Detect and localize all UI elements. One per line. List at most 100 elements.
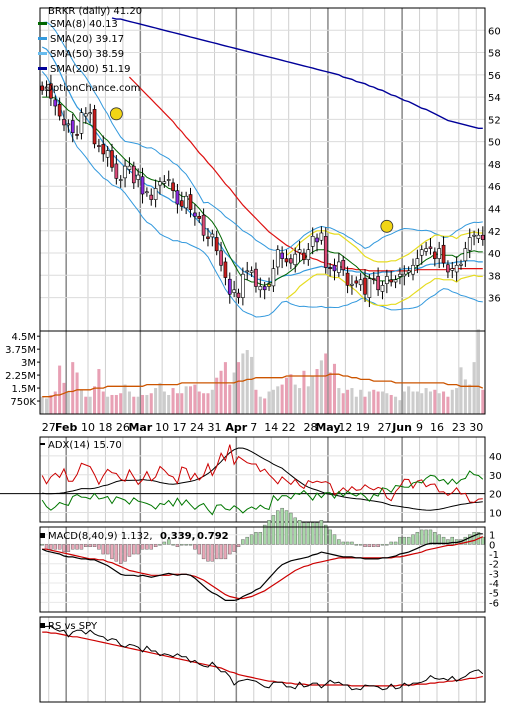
price-tick-label: 54 [488,93,501,104]
macd-histogram-bar [201,544,206,560]
macd-histogram-bar [358,544,363,546]
volume-bar [158,382,162,414]
candle-body [258,286,263,291]
macd-histogram-bar [468,534,472,545]
candle-body [188,194,193,210]
candle-body [175,190,180,205]
volume-bar [271,389,275,414]
macd-tick-label: -3 [489,569,499,580]
volume-bar [455,388,459,414]
candle-body [385,276,389,284]
candle-body [153,188,158,200]
macd-histogram-bar [302,522,306,545]
macd-histogram-bar [232,544,236,552]
candle-body [197,215,202,219]
candle-body [184,195,188,209]
date-tick-label: 31 [208,421,222,434]
adx-panel-frame [39,436,486,523]
macd-histogram-bar [411,534,415,545]
macd-histogram-bar [97,544,101,550]
candle-body [271,268,276,287]
macd-histogram-bar [271,515,276,545]
candle-body [406,270,411,273]
candle-body [433,251,437,259]
date-tick-label: 24 [190,421,204,434]
date-tick-label: 10 [81,421,95,434]
legend-label: SMA(200) 51.19 [50,64,131,75]
volume-bar [202,393,206,414]
candle-body [450,268,455,271]
rs-title: RS vs SPY [48,621,98,632]
candle-body [319,232,324,241]
candle-body [201,214,206,236]
volume-bar [123,384,127,414]
price-tick-label: 36 [488,294,501,305]
macd-histogram-bar [197,544,201,555]
macd-histogram-bar [193,544,197,550]
macd-histogram-bar [293,517,297,545]
candle-body [53,99,58,107]
macd-tick-label: 0 [489,540,495,551]
macd-histogram-bar [118,544,123,564]
candle-body [44,86,49,91]
macd-histogram-bar [398,536,402,545]
macd-histogram-bar [210,544,215,562]
candle-body [402,273,407,277]
macd-line [41,533,483,601]
volume-bar [180,393,184,414]
macd-histogram-bar [158,544,162,546]
candle-body [236,292,241,298]
macd-histogram-bar [372,544,376,548]
macd-histogram-bar [254,532,258,545]
date-tick-label: 19 [356,421,370,434]
candle-body [354,280,359,284]
adx-tick-label: 40 [489,452,502,463]
macd-histogram-bar [75,544,79,550]
candle-body [127,165,132,170]
price-tick-label: 44 [488,204,501,215]
volume-panel-frame [39,330,486,415]
macd-histogram-bar [175,544,180,548]
candle-body [136,174,140,180]
candle-body [459,263,463,266]
candle-body [62,119,66,126]
volume-bar [110,394,114,414]
candle-body [179,200,184,207]
candle-body [415,258,420,266]
volume-bar [149,393,153,414]
rs-line [42,625,484,691]
macd-histogram-bar [127,544,132,557]
price-tick-label: 48 [488,160,501,171]
candle-body [428,246,433,249]
volume-bar [236,362,241,414]
macd-histogram-bar [319,520,324,545]
volume-bar [254,389,258,414]
macd-histogram-bar [136,544,140,555]
date-tick-label: Apr [225,421,247,434]
macd-histogram-bar [267,520,271,545]
macd-tick-label: -4 [489,579,499,590]
macd-histogram-bar [415,532,420,545]
volume-bar [433,389,437,414]
volume-bar [280,384,284,414]
volume-bar [145,394,149,414]
volume-tick-label: 3.75M [5,345,36,356]
macd-histogram-bar [84,544,88,548]
volume-bar [306,386,310,414]
macd-histogram-bar [123,544,127,562]
price-tick-label: 58 [488,49,501,60]
volume-bar [66,391,70,414]
volume-bar [346,389,350,414]
candle-body [123,165,127,179]
volume-bar [62,382,66,414]
volume-bar [293,384,297,414]
macd-histogram-bar [433,532,437,545]
channel-lower-line [286,273,483,306]
candle-body [219,250,223,266]
legend-swatch [38,37,47,40]
macd-histogram-bar [245,536,249,545]
macd-signal-line [42,536,484,600]
macd-histogram-bar [162,541,167,545]
candle-body [105,150,110,158]
